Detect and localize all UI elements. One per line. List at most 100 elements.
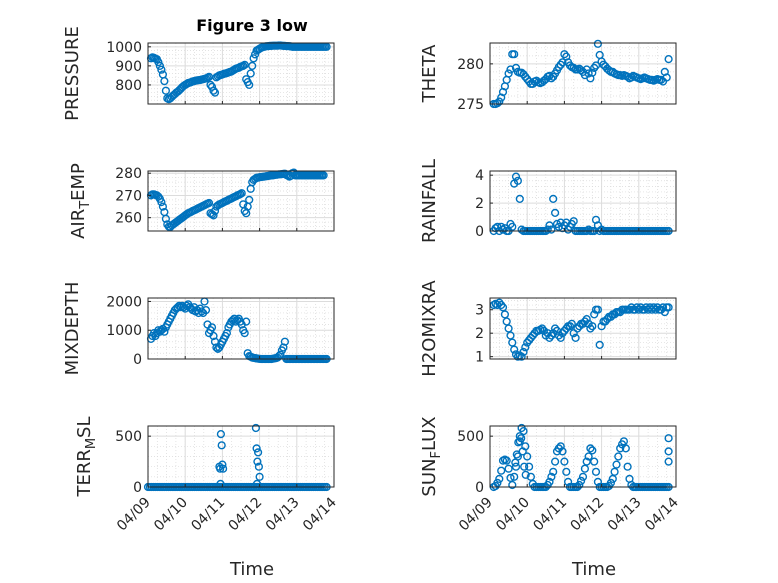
data-point [510,472,519,481]
y-tick-label: 280 [457,57,484,73]
data-point [493,478,502,488]
data-point [280,337,290,346]
data-point [210,88,220,97]
y-tick-label: 4 [475,168,484,184]
axes-box [489,170,677,232]
figure-title: Figure 3 low [196,16,308,35]
data-point [517,225,526,234]
data-point [515,194,524,204]
data-point [578,472,588,481]
y-tick-label: 270 [115,188,142,204]
data-point [511,458,520,467]
y-axis-label-5: H2OMIXRA [419,280,440,377]
data-point [584,452,593,461]
data-point [495,474,504,484]
data-point [547,225,556,234]
data-point [500,310,510,319]
data-point [610,467,619,476]
y-axis-label-4: MIXDEPTH [62,282,83,376]
data-point [582,315,591,324]
subplot-h2omixra: 1 2 3 H2OMIXRA [419,280,677,377]
data-point [556,333,565,343]
data-point [245,195,254,205]
data-point [319,171,328,180]
axes-box [489,297,677,360]
y-tick-label: 0 [475,480,484,496]
data-point [621,444,630,453]
data-point [204,198,214,208]
y-axis-label-2: AIRTEMP [68,163,93,239]
data-point [664,457,673,466]
data-point [591,61,601,70]
data-point [160,327,169,336]
data-point [593,305,603,314]
data-point [549,194,558,204]
data-point [497,466,506,475]
data-point [217,441,226,450]
data-point [537,324,547,333]
data-point [569,63,578,73]
data-point [251,423,261,433]
data-point [504,69,513,78]
data-point [547,472,556,481]
y-axis-label-0: PRESSURE [62,26,83,121]
y-axis-label-6: TERRMSL [74,416,99,497]
data-point [595,340,604,350]
data-point [586,444,595,453]
data-point [495,97,504,106]
y-tick-label: 500 [115,429,142,445]
x-axis-label-left: Time [229,559,274,580]
data-point [575,480,584,490]
data-point [209,211,218,220]
y-axis-label-1: THETA [419,44,440,104]
data-point [623,462,632,471]
data-point [248,61,257,71]
data-point [504,464,513,473]
data-point [550,324,560,333]
data-point [560,457,569,466]
data-point [562,467,571,476]
data-point [252,444,261,453]
data-point [619,437,629,446]
data-point [253,457,262,466]
data-point [245,80,254,90]
axes-box [147,42,335,105]
y-tick-label: 800 [115,78,142,94]
data-point [521,343,530,352]
data-point [219,464,228,473]
axes-box [147,170,335,232]
y-tick-label: 1000 [106,323,142,339]
y-tick-label: 2 [475,196,484,212]
data-point [625,305,634,314]
data-point [623,72,632,81]
data-point [597,225,606,234]
data-point [545,221,554,230]
data-point [517,434,526,443]
data-point [606,478,616,488]
data-point [569,217,578,226]
data-point [521,470,530,479]
data-point [161,214,171,223]
data-point [523,452,532,461]
data-point [508,222,517,231]
data-point [519,347,528,357]
data-point [586,324,595,333]
y-tick-label: 275 [457,97,484,113]
data-point [249,54,258,63]
data-point [554,222,563,231]
subplot-rainfall: 0 2 4 RAINFALL [419,159,677,243]
y-tick-label: 260 [115,211,142,227]
data-point [209,331,218,341]
y-tick-label: 1000 [106,40,142,56]
data-point [255,472,264,481]
data-point [513,176,523,185]
axes-box [489,42,677,105]
subplot-mixdepth: 0 1000 2000 MIXDEPTH [62,282,335,376]
data-point [160,76,169,86]
data-point [582,457,591,466]
data-point [634,305,643,314]
data-point [608,474,617,484]
data-point [524,462,534,471]
